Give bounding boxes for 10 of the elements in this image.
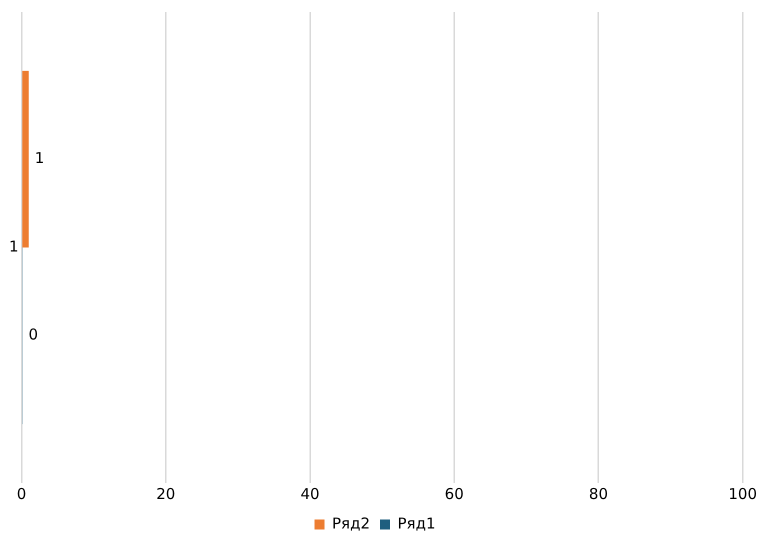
x-tick-label: 100 xyxy=(728,484,758,503)
x-tick-label: 0 xyxy=(16,484,26,503)
x-tick-label: 40 xyxy=(300,484,320,503)
x-tick-label: 80 xyxy=(588,484,608,503)
x-tick-label: 20 xyxy=(156,484,176,503)
legend-label: Ряд2 xyxy=(332,514,370,532)
data-label: 0 xyxy=(28,326,38,344)
data-label: 1 xyxy=(34,149,44,168)
legend-label: Ряд1 xyxy=(398,514,436,532)
x-tick-label: 60 xyxy=(444,484,464,503)
